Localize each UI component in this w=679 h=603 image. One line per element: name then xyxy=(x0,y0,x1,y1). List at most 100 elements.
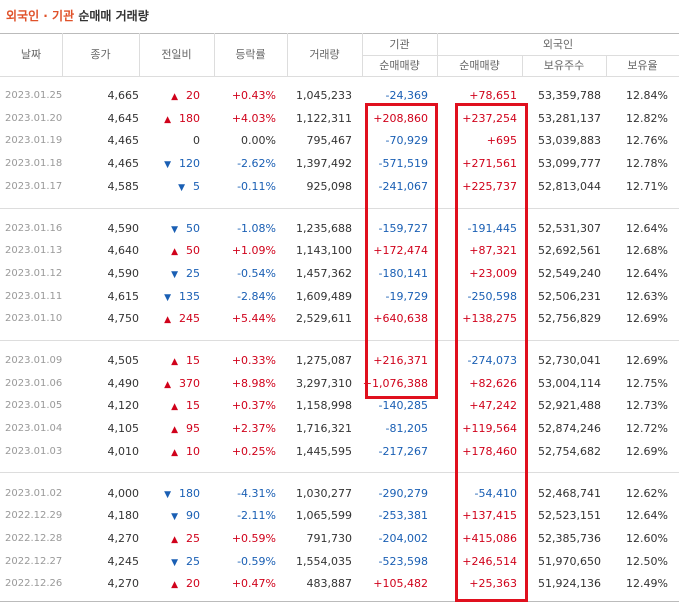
institution-net: -70,929 xyxy=(385,134,428,148)
volume: 1,030,277 xyxy=(296,486,352,500)
change-value: 120 xyxy=(179,157,200,171)
date: 2023.01.05 xyxy=(5,400,63,412)
volume: 1,065,599 xyxy=(296,509,352,523)
close: 4,245 xyxy=(107,554,140,568)
rate: +0.47% xyxy=(231,577,276,591)
change-value: 25 xyxy=(186,554,200,568)
close: 4,180 xyxy=(107,509,140,523)
change: ▼ 180 xyxy=(0,483,200,505)
foreign-net: -54,410 xyxy=(474,486,517,500)
close: 4,105 xyxy=(107,422,140,436)
column-header: 종가 xyxy=(90,48,111,61)
header-border xyxy=(0,33,679,34)
change: ▼ 25 xyxy=(0,263,200,285)
close: 4,505 xyxy=(107,354,140,367)
institution-net: -19,729 xyxy=(385,289,428,303)
change: ▲ 15 xyxy=(0,350,200,372)
holdings: 51,924,136 xyxy=(538,577,601,591)
institution-net: -217,267 xyxy=(378,444,428,458)
foreign-net: +271,561 xyxy=(462,157,517,171)
date: 2022.12.29 xyxy=(5,510,63,522)
ratio: 12.69% xyxy=(626,312,668,326)
rate: +1.09% xyxy=(231,244,276,258)
close: 4,270 xyxy=(107,531,140,545)
holdings: 52,813,044 xyxy=(538,179,601,193)
highlight-box xyxy=(365,103,438,399)
foreign-net: +25,363 xyxy=(469,577,517,591)
change: ▲ 25 xyxy=(0,528,200,550)
column-header: 외국인 xyxy=(542,38,574,51)
change-value: 15 xyxy=(186,399,200,413)
close: 4,585 xyxy=(107,179,140,193)
ratio: 12.75% xyxy=(626,376,668,390)
header-divider xyxy=(606,55,607,76)
foreign-net: +87,321 xyxy=(469,244,517,258)
column-header: 순매매량 xyxy=(459,59,500,72)
date: 2023.01.02 xyxy=(5,487,63,499)
ratio: 12.63% xyxy=(626,289,668,303)
institution-net: -24,369 xyxy=(385,89,428,102)
header-divider xyxy=(362,33,363,76)
date: 2023.01.17 xyxy=(5,180,63,192)
institution-net: +172,474 xyxy=(373,244,428,258)
institution-net: -571,519 xyxy=(378,157,428,171)
rate: -2.62% xyxy=(237,157,276,171)
institution-net: -204,002 xyxy=(378,531,428,545)
volume: 2,529,611 xyxy=(296,312,352,326)
holdings: 52,874,246 xyxy=(538,422,601,436)
rate: -0.54% xyxy=(237,266,276,280)
volume: 1,457,362 xyxy=(296,266,352,280)
rate: +2.37% xyxy=(231,422,276,436)
change: ▼ 25 xyxy=(0,551,200,573)
rate: +5.44% xyxy=(231,312,276,326)
change: ▼ 50 xyxy=(0,218,200,240)
institution-net: +216,371 xyxy=(373,354,428,367)
holdings: 53,359,788 xyxy=(538,89,601,102)
holdings: 52,523,151 xyxy=(538,509,601,523)
header-divider xyxy=(522,55,523,76)
institution-net: -140,285 xyxy=(378,399,428,413)
header-divider xyxy=(62,33,63,76)
ratio: 12.68% xyxy=(626,244,668,258)
close: 4,490 xyxy=(107,376,140,390)
change-value: 15 xyxy=(186,354,200,367)
date: 2023.01.09 xyxy=(5,355,63,366)
ratio: 12.78% xyxy=(626,157,668,171)
change-arrow: ▲ xyxy=(171,534,178,545)
rate: -2.84% xyxy=(237,289,276,303)
header-divider xyxy=(214,33,215,76)
close: 4,120 xyxy=(107,399,140,413)
column-header: 날짜 xyxy=(20,48,42,61)
change-value: 90 xyxy=(186,509,200,523)
holdings: 52,730,041 xyxy=(538,354,601,367)
holdings: 52,468,741 xyxy=(538,486,601,500)
volume: 1,122,311 xyxy=(296,111,352,125)
close: 4,270 xyxy=(107,577,140,591)
change-value: 50 xyxy=(186,221,200,235)
change: ▼ 135 xyxy=(0,286,200,308)
close: 4,465 xyxy=(107,134,140,148)
institution-net: -290,279 xyxy=(378,486,428,500)
rate: +4.03% xyxy=(231,111,276,125)
holdings: 52,506,231 xyxy=(538,289,601,303)
change: ▼ 5 xyxy=(0,176,200,198)
column-header: 보유주수 xyxy=(543,59,585,72)
foreign-net: +178,460 xyxy=(462,444,517,458)
rate: +0.43% xyxy=(231,89,276,102)
highlight-box xyxy=(455,103,528,602)
header-border xyxy=(0,76,679,77)
ratio: 12.64% xyxy=(626,509,668,523)
volume: 925,098 xyxy=(306,179,353,193)
date: 2022.12.26 xyxy=(5,578,63,590)
foreign-net: +137,415 xyxy=(462,509,517,523)
rate: -0.11% xyxy=(237,179,276,193)
title-highlight: 외국인 · 기관 xyxy=(6,9,75,23)
change-value: 135 xyxy=(179,289,200,303)
foreign-net: -250,598 xyxy=(467,289,517,303)
rate: -1.08% xyxy=(237,221,276,235)
ratio: 12.76% xyxy=(626,134,668,148)
change-arrow: ▼ xyxy=(171,269,178,280)
close: 4,615 xyxy=(107,289,140,303)
rate: +0.59% xyxy=(231,531,276,545)
institution-net: -523,598 xyxy=(378,554,428,568)
